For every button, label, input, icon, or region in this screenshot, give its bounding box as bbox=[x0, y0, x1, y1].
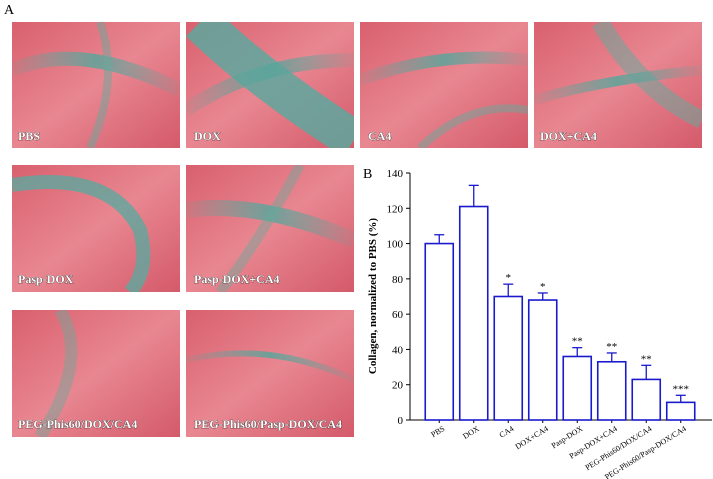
image-label: DOX bbox=[194, 129, 221, 143]
x-tick-label: DOX bbox=[461, 424, 481, 441]
y-tick-label: 100 bbox=[387, 239, 404, 251]
image-label: CA4 bbox=[368, 129, 391, 143]
bar bbox=[665, 401, 696, 421]
significance: * bbox=[506, 272, 512, 284]
bar bbox=[424, 242, 455, 421]
panel-label: A bbox=[4, 3, 15, 18]
micrograph bbox=[12, 165, 180, 292]
y-tick-label: 120 bbox=[387, 203, 404, 215]
y-tick-label: 140 bbox=[387, 168, 404, 180]
image-label: PBS bbox=[18, 129, 40, 143]
significance: ** bbox=[572, 336, 583, 348]
micrograph bbox=[186, 22, 354, 148]
image-label: PEG-Phis60/DOX/CA4 bbox=[18, 417, 137, 431]
micrograph bbox=[186, 165, 354, 292]
x-tick-label: PBS bbox=[429, 424, 446, 439]
bar bbox=[562, 355, 593, 421]
bar bbox=[493, 295, 524, 421]
significance: ** bbox=[641, 353, 652, 365]
x-tick-label: DOX+CA4 bbox=[514, 424, 550, 451]
y-tick-label: 0 bbox=[398, 415, 404, 427]
bar bbox=[527, 299, 558, 421]
micrograph bbox=[534, 22, 702, 148]
micrograph bbox=[186, 310, 354, 437]
image-label: Pasp-DOX bbox=[18, 272, 74, 286]
y-axis-label: Collagen, normalized to PBS (%) bbox=[367, 218, 379, 374]
bar bbox=[458, 205, 489, 421]
y-tick-label: 60 bbox=[392, 309, 404, 321]
y-tick-label: 80 bbox=[392, 274, 404, 286]
image-label: DOX+CA4 bbox=[540, 129, 597, 143]
significance: *** bbox=[673, 383, 690, 395]
y-tick-label: 40 bbox=[392, 344, 404, 356]
micrograph bbox=[360, 22, 528, 148]
y-tick-label: 20 bbox=[392, 380, 404, 392]
x-tick-label: CA4 bbox=[498, 424, 516, 440]
significance: ** bbox=[606, 341, 617, 353]
micrograph bbox=[12, 22, 180, 148]
image-label: PEG-Phis60/Pasp-DOX/CA4 bbox=[194, 417, 342, 431]
image-label: Pasp-DOX+CA4 bbox=[194, 272, 280, 286]
panel-label: B bbox=[363, 167, 372, 182]
micrograph bbox=[12, 310, 180, 437]
bar bbox=[596, 360, 627, 421]
bar bbox=[631, 378, 662, 421]
significance: * bbox=[540, 281, 546, 293]
